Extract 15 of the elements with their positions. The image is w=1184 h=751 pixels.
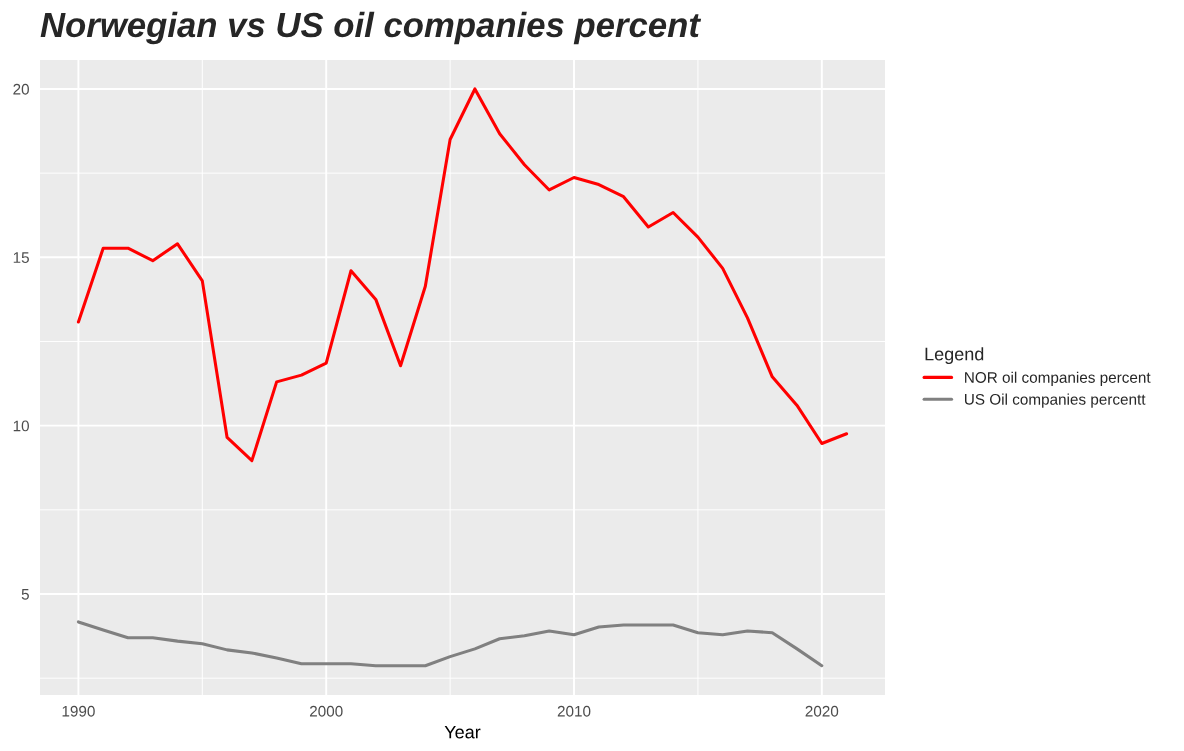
- legend-title: Legend: [925, 347, 984, 365]
- line-series: [76, 87, 849, 463]
- y-tick-label: 20: [13, 83, 29, 95]
- legend-label: US Oil companies percentt: [965, 393, 1146, 408]
- y-tick-label: 5: [21, 589, 29, 600]
- line-series: [76, 620, 824, 668]
- x-tick-label: 2020: [805, 705, 839, 717]
- x-tick-label: 1990: [62, 705, 95, 717]
- y-tick-label: 15: [13, 252, 29, 263]
- x-tick-label: 2000: [309, 705, 343, 717]
- legend-label: NOR oil companies percent: [965, 371, 1151, 386]
- x-tick-label: 2010: [557, 705, 591, 717]
- y-tick-label: 10: [13, 420, 29, 432]
- x-axis-title: Year: [444, 725, 481, 739]
- chart-title: Norwegian vs US oil companies percent: [40, 11, 702, 45]
